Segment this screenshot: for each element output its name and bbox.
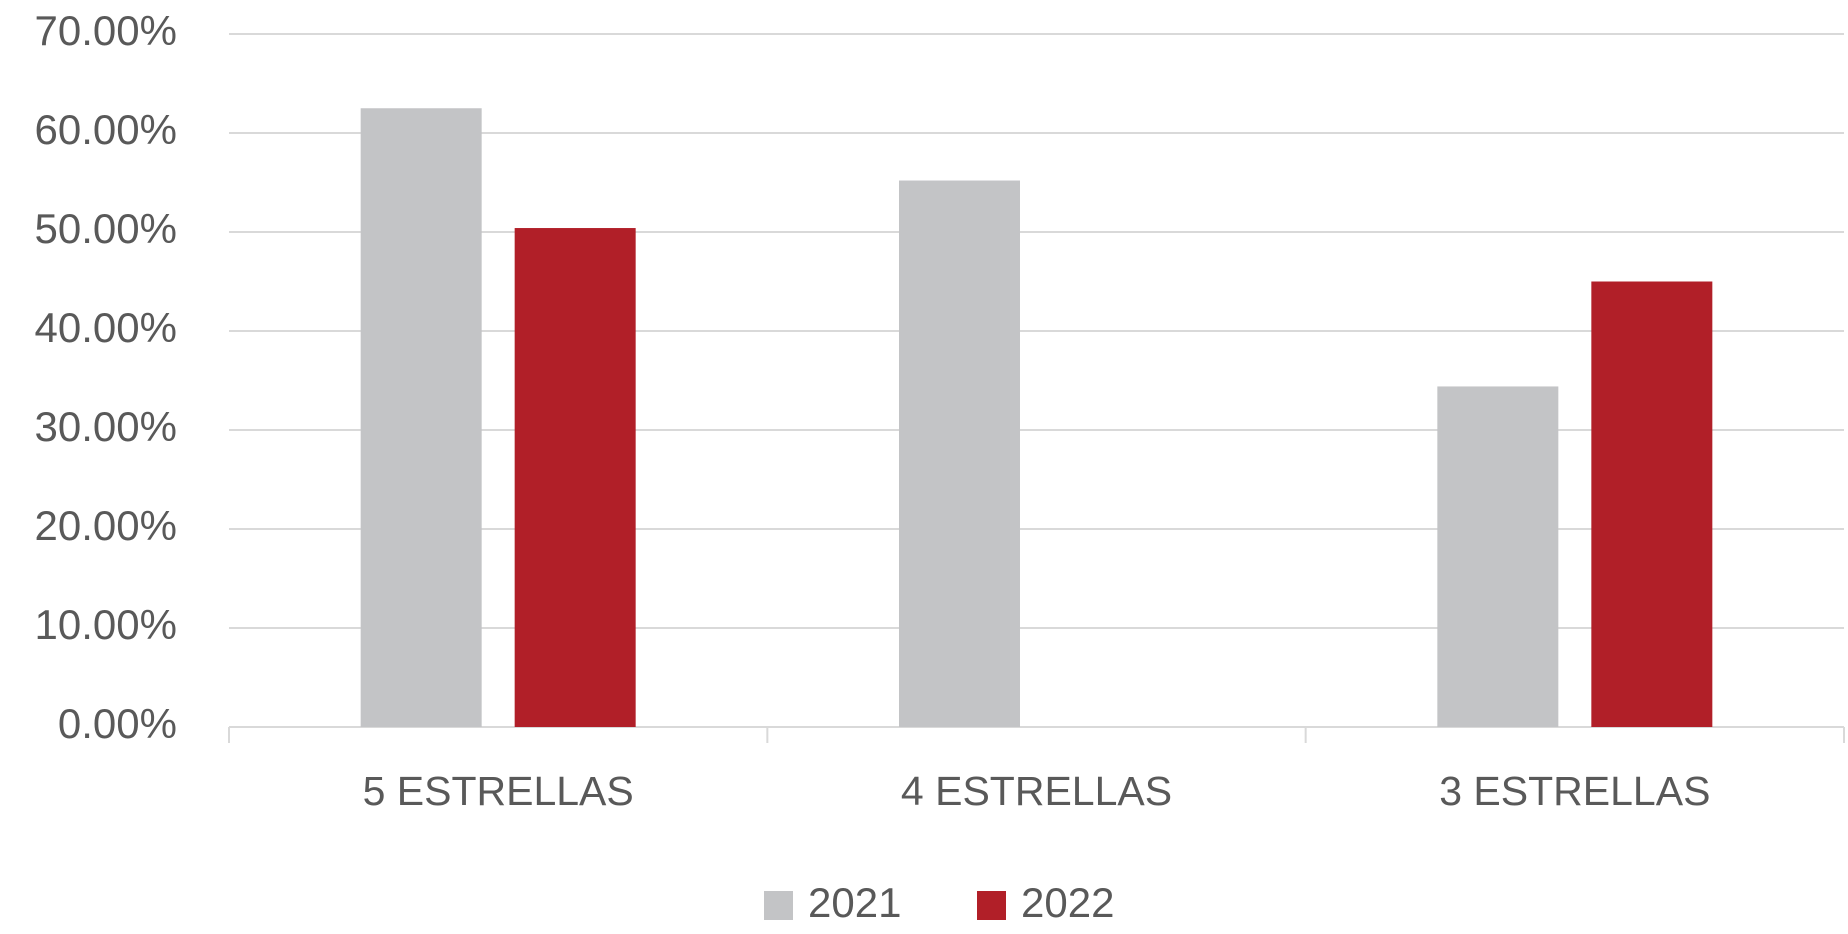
y-tick-label: 10.00% <box>35 601 177 648</box>
x-tick-label: 5 ESTRELLAS <box>363 768 634 814</box>
bar <box>360 108 482 727</box>
bar <box>1591 281 1713 727</box>
bar <box>1437 386 1559 727</box>
y-tick-label: 50.00% <box>35 205 177 252</box>
y-tick-label: 0.00% <box>58 700 177 747</box>
bar <box>514 228 636 728</box>
legend-swatch <box>764 891 793 920</box>
y-tick-label: 30.00% <box>35 403 177 450</box>
y-tick-label: 40.00% <box>35 304 177 351</box>
legend-label: 2022 <box>1021 879 1114 926</box>
y-tick-label: 60.00% <box>35 106 177 153</box>
legend-swatch <box>977 891 1006 920</box>
legend-label: 2021 <box>808 879 901 926</box>
y-tick-label: 70.00% <box>35 7 177 54</box>
x-tick-label: 3 ESTRELLAS <box>1439 768 1710 814</box>
x-tick-label: 4 ESTRELLAS <box>901 768 1172 814</box>
y-tick-label: 20.00% <box>35 502 177 549</box>
bar <box>899 180 1020 727</box>
